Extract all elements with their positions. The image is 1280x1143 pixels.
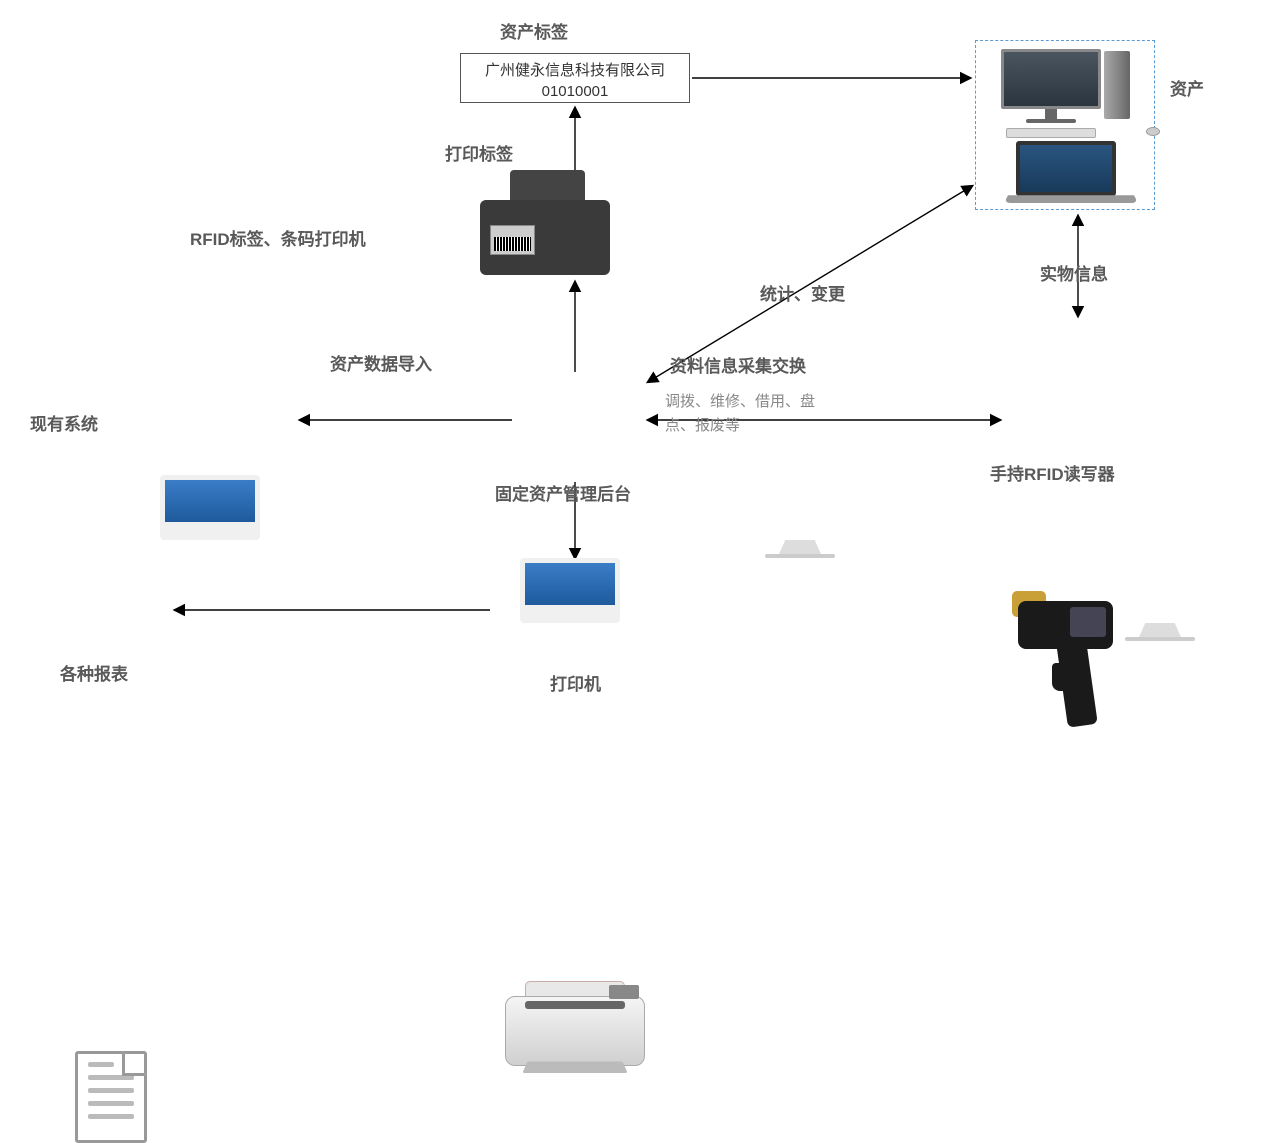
existing-system-label: 现有系统	[30, 410, 98, 435]
asset-tag-title: 资产标签	[500, 18, 568, 43]
asset-tag-box: 广州健永信息科技有限公司 01010001	[460, 53, 690, 103]
rfid-label-printer-icon	[470, 170, 620, 275]
backend-system-label: 固定资产管理后台	[495, 480, 631, 505]
backend-system-icon	[520, 558, 1280, 641]
keyboard-icon	[1006, 128, 1096, 138]
print-label-text: 打印标签	[445, 140, 513, 165]
desktop-tower-icon	[1104, 51, 1130, 119]
physical-info-label: 实物信息	[1040, 260, 1108, 285]
asset-group-box	[975, 40, 1155, 210]
existing-system-icon	[160, 475, 1280, 558]
info-exchange-sub: 调拨、维修、借用、盘 点、报废等	[665, 390, 815, 438]
report-document-icon	[75, 1051, 147, 1143]
tag-code: 01010001	[471, 81, 679, 102]
reports-label: 各种报表	[60, 660, 128, 685]
rfid-printer-label: RFID标签、条码打印机	[190, 225, 366, 250]
rfid-reader-icon	[1010, 591, 1130, 731]
info-exchange-title: 资料信息采集交换	[670, 352, 806, 377]
stat-change-label: 统计、变更	[760, 280, 845, 305]
asset-data-import-label: 资产数据导入	[330, 350, 432, 375]
laptop-icon	[1006, 141, 1126, 211]
rfid-reader-label: 手持RFID读写器	[990, 460, 1115, 485]
printer-label: 打印机	[550, 670, 601, 695]
asset-label: 资产	[1170, 75, 1204, 100]
laser-printer-icon	[495, 971, 655, 1066]
mouse-icon	[1146, 127, 1160, 136]
desktop-monitor-icon	[996, 49, 1106, 124]
tag-company: 广州健永信息科技有限公司	[471, 60, 679, 81]
